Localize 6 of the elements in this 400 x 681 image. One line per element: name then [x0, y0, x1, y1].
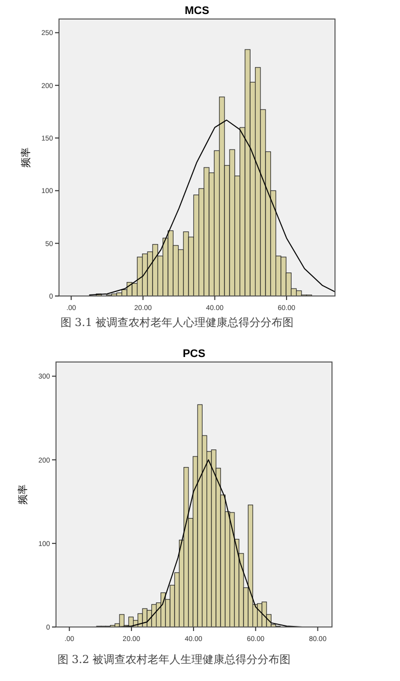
caption: 图 3.2 被调查农村老年人生理健康总得分分布图	[57, 653, 291, 666]
chart-title: PCS	[182, 348, 206, 360]
caption: 图 3.1 被调查农村老年人心理健康总得分分布图	[60, 316, 294, 329]
chart-title: MCS	[184, 5, 210, 17]
y-axis-title: 频率	[20, 148, 32, 168]
y-axis-title: 频率	[17, 484, 29, 504]
